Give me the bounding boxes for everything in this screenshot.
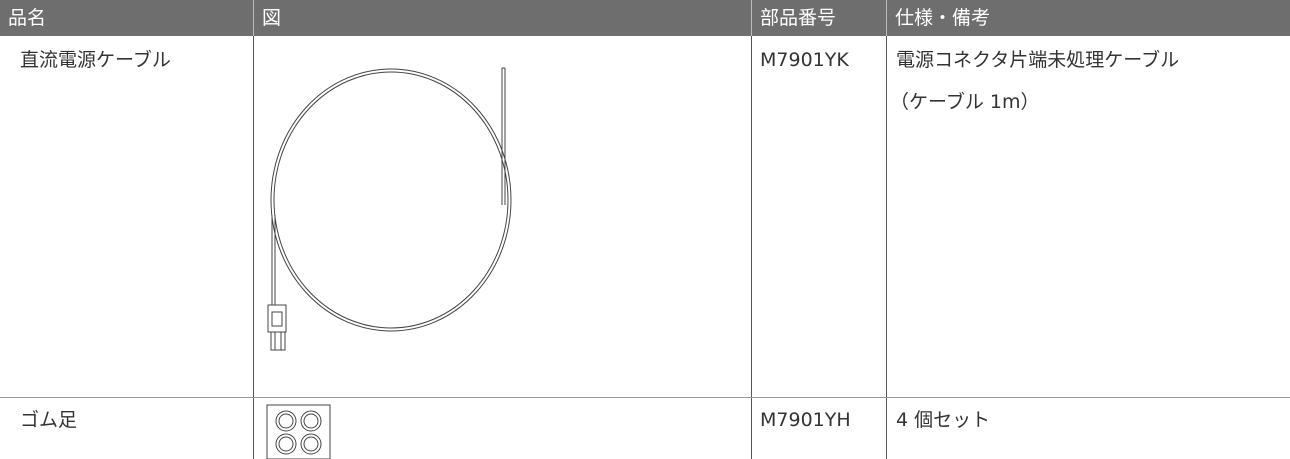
item-name: 直流電源ケーブル (20, 49, 171, 71)
item-name: ゴム足 (20, 409, 78, 431)
column-border (886, 36, 887, 459)
note-line: （ケーブル 1m） (890, 91, 1040, 113)
note-line: 電源コネクタ片端未処理ケーブル (896, 49, 1180, 71)
header-row: 品名 図 部品番号 仕様・備考 (0, 0, 1290, 36)
note-line: 4 個セット (896, 409, 991, 431)
header-cell: 部品番号 (751, 0, 886, 36)
header-cell: 仕様・備考 (886, 0, 1290, 36)
part-number: M7901YH (760, 409, 851, 431)
rubber-feet-drawing (266, 404, 331, 459)
cable-drawing (267, 67, 512, 351)
row-border (0, 397, 1290, 398)
header-cell: 品名 (8, 7, 47, 29)
column-border (751, 36, 752, 459)
column-border (253, 36, 254, 459)
part-number: M7901YK (760, 49, 849, 71)
header-cell: 図 (253, 0, 751, 36)
